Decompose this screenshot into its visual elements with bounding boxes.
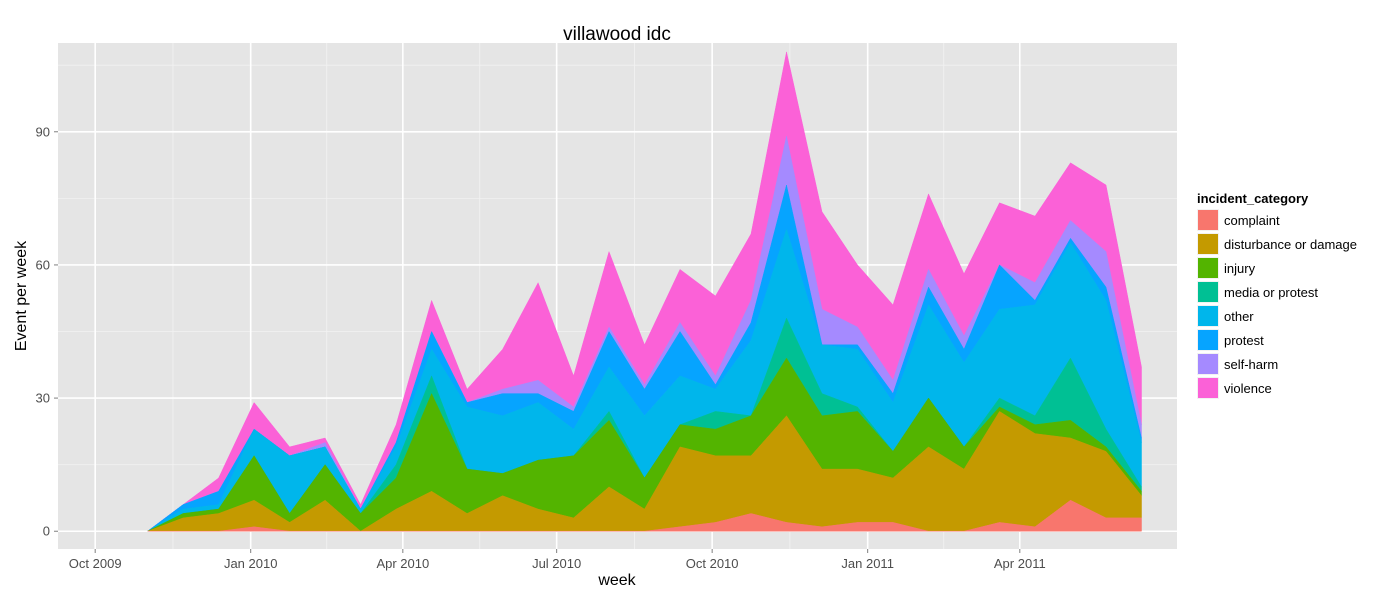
legend-label-other: other xyxy=(1224,309,1254,324)
x-tick-label: Jul 2010 xyxy=(532,556,581,571)
x-tick-label: Oct 2010 xyxy=(686,556,739,571)
legend-label-protest: protest xyxy=(1224,333,1264,348)
legend-swatch-violence xyxy=(1198,378,1218,398)
legend-label-injury: injury xyxy=(1224,261,1256,276)
y-tick-label: 60 xyxy=(36,257,50,272)
x-tick-label: Jan 2011 xyxy=(841,556,894,571)
legend-label-complaint: complaint xyxy=(1224,213,1280,228)
area-series-group xyxy=(147,51,1142,532)
y-tick-label: 0 xyxy=(43,524,50,539)
x-tick-label: Apr 2011 xyxy=(994,556,1046,571)
legend-label-disturbance-or-damage: disturbance or damage xyxy=(1224,237,1357,252)
x-axis: Oct 2009 Jan 2010 Apr 2010 Jul 2010 Oct 2010… xyxy=(69,549,1046,571)
x-axis-title: week xyxy=(597,572,636,589)
legend-label-media-or-protest: media or protest xyxy=(1224,285,1318,300)
legend-swatch-media-or-protest xyxy=(1198,282,1218,302)
y-axis: 0 30 60 90 xyxy=(36,124,58,539)
x-tick-label: Apr 2010 xyxy=(376,556,429,571)
y-axis-title: Event per week xyxy=(13,240,30,351)
legend-label-violence: violence xyxy=(1224,381,1272,396)
x-tick-label: Oct 2009 xyxy=(69,556,122,571)
legend-swatch-complaint xyxy=(1198,210,1218,230)
y-tick-label: 90 xyxy=(36,124,50,139)
legend: incident_category complaint disturbance o… xyxy=(1197,191,1357,399)
chart-title: villawood idc xyxy=(563,24,671,45)
legend-label-self-harm: self-harm xyxy=(1224,357,1278,372)
legend-swatch-disturbance-or-damage xyxy=(1198,234,1218,254)
x-tick-label: Jan 2010 xyxy=(224,556,278,571)
legend-swatch-injury xyxy=(1198,258,1218,278)
legend-title: incident_category xyxy=(1197,191,1309,206)
legend-swatch-protest xyxy=(1198,330,1218,350)
area-complaint xyxy=(147,499,1142,532)
y-tick-label: 30 xyxy=(36,391,50,406)
legend-swatch-other xyxy=(1198,306,1218,326)
legend-swatch-self-harm xyxy=(1198,354,1218,374)
